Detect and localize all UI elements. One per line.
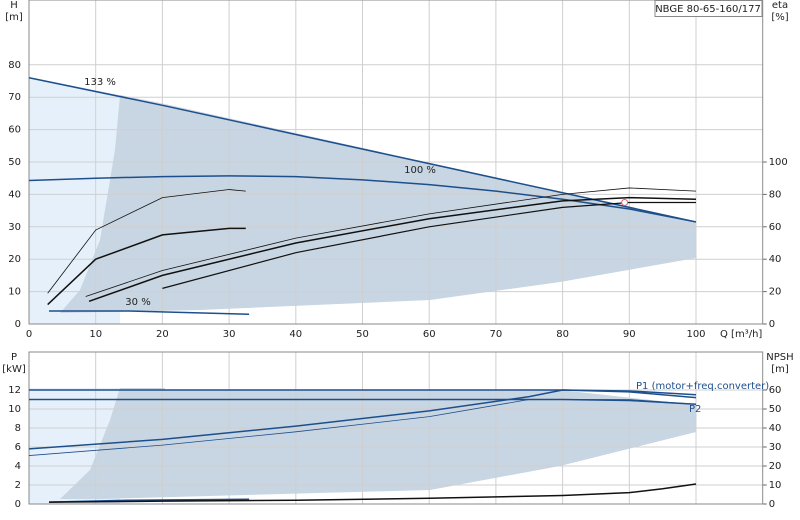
- curve: [47, 189, 246, 294]
- curve: [47, 227, 246, 306]
- curve: [28, 399, 697, 456]
- y2-tick-label: 60: [769, 222, 782, 233]
- annotation: 133 %: [84, 77, 116, 88]
- x-axis-label: Q [m³/h]: [720, 329, 762, 340]
- y-tick-label: 60: [8, 125, 21, 136]
- x-tick-label: 50: [356, 329, 369, 340]
- y2-axis-label: eta: [772, 0, 788, 11]
- dark-range: [60, 95, 696, 313]
- y2-tick-label: 80: [769, 189, 782, 200]
- curve: [28, 77, 697, 223]
- x-tick-label: 80: [556, 329, 569, 340]
- x-tick-label: 30: [223, 329, 236, 340]
- plot-frame: [28, 0, 764, 325]
- y-tick-label: 10: [8, 287, 21, 298]
- y-tick-label: 10: [8, 404, 21, 415]
- x-tick-label: 20: [156, 329, 169, 340]
- curve: [28, 175, 697, 223]
- x-tick-label: 70: [490, 329, 503, 340]
- y-tick-label: 40: [8, 189, 21, 200]
- y2-tick-label: 40: [769, 423, 782, 434]
- y2-tick-label: 60: [769, 385, 782, 396]
- plot-frame: [28, 351, 764, 505]
- y2-axis-label: NPSH: [766, 352, 793, 363]
- y-axis-unit: [kW]: [2, 364, 26, 375]
- y-axis-label: P: [11, 352, 17, 363]
- operating-range: [29, 77, 696, 504]
- curve: [29, 389, 697, 396]
- x-tick-label: 90: [623, 329, 636, 340]
- y-tick-label: 20: [8, 254, 21, 265]
- y-tick-label: 50: [8, 157, 21, 168]
- y2-tick-label: 100: [769, 157, 788, 168]
- x-tick-label: 100: [686, 329, 705, 340]
- y-tick-label: 70: [8, 92, 21, 103]
- y-tick-label: 12: [8, 385, 21, 396]
- curve: [49, 483, 697, 503]
- dark-range: [60, 388, 696, 499]
- series-label: P2: [689, 404, 701, 415]
- duty-point: [621, 199, 629, 206]
- y2-axis-unit: [%]: [771, 12, 788, 23]
- y-tick-label: 0: [15, 499, 21, 510]
- y2-tick-label: 0: [769, 499, 775, 510]
- curve: [28, 389, 697, 450]
- y-tick-label: 0: [15, 319, 21, 330]
- y2-tick-label: 0: [769, 319, 775, 330]
- y-axis-label: H: [10, 0, 18, 11]
- y2-tick-label: 20: [769, 461, 782, 472]
- annotation: 30 %: [125, 297, 150, 308]
- curve: [88, 196, 697, 303]
- y-tick-label: 30: [8, 222, 21, 233]
- x-tick-label: 40: [289, 329, 302, 340]
- y-tick-label: 2: [15, 480, 21, 491]
- y-tick-label: 6: [15, 442, 21, 453]
- title-box: [654, 0, 763, 17]
- plot-layer: 0 10 20 30 40 50 60 70 80 90 100010203040506070800…: [2, 0, 794, 510]
- y2-tick-label: 40: [769, 254, 782, 265]
- curve: [162, 201, 696, 289]
- x-tick-label: 10: [89, 329, 102, 340]
- y2-tick-label: 50: [769, 404, 782, 415]
- annotation: 100 %: [404, 165, 436, 176]
- chart-title: NBGE 80-65-160/177: [655, 4, 761, 15]
- series-label: P1 (motor+freq.converter): [636, 381, 769, 392]
- x-tick-label: 0: [26, 329, 32, 340]
- y2-tick-label: 30: [769, 442, 782, 453]
- curve: [29, 398, 697, 405]
- y-tick-label: 8: [15, 423, 21, 434]
- y-axis-unit: [m]: [5, 12, 23, 23]
- curve: [49, 310, 250, 316]
- y2-tick-label: 20: [769, 287, 782, 298]
- y2-tick-label: 10: [769, 480, 782, 491]
- y2-axis-unit: [m]: [771, 364, 789, 375]
- y-tick-label: 4: [15, 461, 21, 472]
- x-tick-label: 60: [423, 329, 436, 340]
- curve: [85, 187, 697, 297]
- y-tick-label: 80: [8, 60, 21, 71]
